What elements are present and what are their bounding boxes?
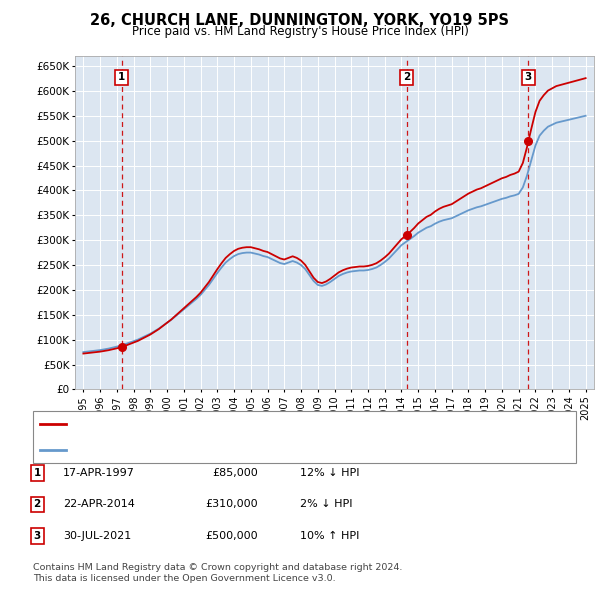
Text: 3: 3 (34, 531, 41, 540)
Text: Contains HM Land Registry data © Crown copyright and database right 2024.: Contains HM Land Registry data © Crown c… (33, 563, 403, 572)
Text: 2: 2 (403, 73, 410, 83)
Text: HPI: Average price, detached house, York: HPI: Average price, detached house, York (72, 445, 297, 455)
Text: £85,000: £85,000 (212, 468, 258, 478)
Text: 30-JUL-2021: 30-JUL-2021 (63, 531, 131, 540)
Text: 3: 3 (525, 73, 532, 83)
Text: 12% ↓ HPI: 12% ↓ HPI (300, 468, 359, 478)
Text: 26, CHURCH LANE, DUNNINGTON, YORK, YO19 5PS: 26, CHURCH LANE, DUNNINGTON, YORK, YO19 … (91, 13, 509, 28)
Text: 2: 2 (34, 500, 41, 509)
Text: £310,000: £310,000 (205, 500, 258, 509)
Text: 1: 1 (34, 468, 41, 478)
Text: 2% ↓ HPI: 2% ↓ HPI (300, 500, 353, 509)
Text: Price paid vs. HM Land Registry's House Price Index (HPI): Price paid vs. HM Land Registry's House … (131, 25, 469, 38)
Text: 22-APR-2014: 22-APR-2014 (63, 500, 135, 509)
Text: 10% ↑ HPI: 10% ↑ HPI (300, 531, 359, 540)
Text: This data is licensed under the Open Government Licence v3.0.: This data is licensed under the Open Gov… (33, 574, 335, 583)
Text: 1: 1 (118, 73, 125, 83)
Text: 17-APR-1997: 17-APR-1997 (63, 468, 135, 478)
Text: £500,000: £500,000 (205, 531, 258, 540)
Text: 26, CHURCH LANE, DUNNINGTON, YORK, YO19 5PS (detached house): 26, CHURCH LANE, DUNNINGTON, YORK, YO19 … (72, 419, 450, 429)
